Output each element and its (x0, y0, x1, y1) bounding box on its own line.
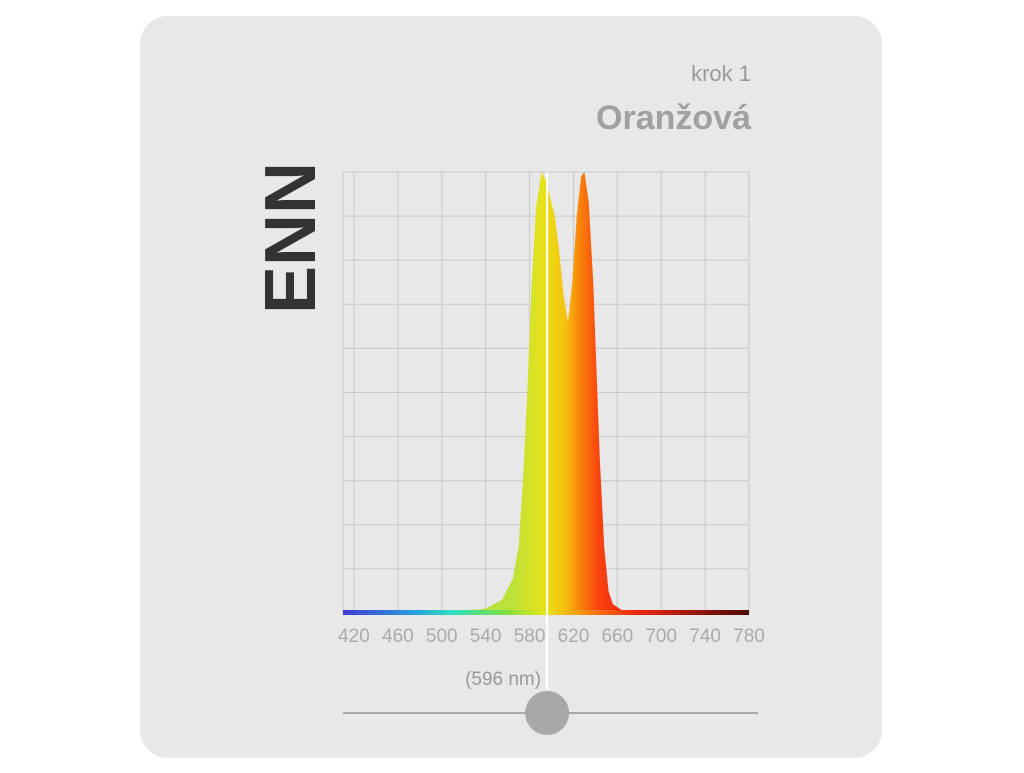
x-tick-label: 420 (338, 626, 370, 647)
x-tick-label: 460 (382, 626, 414, 647)
x-tick-label: 660 (601, 626, 633, 647)
x-tick-label: 780 (733, 626, 765, 647)
x-tick-label: 500 (426, 626, 458, 647)
wavelength-label: (596 nm) (465, 669, 541, 690)
x-tick-label: 580 (514, 626, 546, 647)
brand-logo: ENN (251, 162, 331, 314)
x-tick-label: 740 (689, 626, 721, 647)
x-tick-label: 540 (470, 626, 502, 647)
x-tick-label: 620 (558, 626, 590, 647)
x-tick-label: 700 (645, 626, 677, 647)
color-name: Oranžová (596, 99, 751, 137)
spectrum-area (343, 172, 749, 613)
step-label: krok 1 (691, 61, 751, 86)
spectrum-strip (343, 610, 749, 615)
card (140, 16, 882, 758)
slider-knob[interactable] (525, 691, 570, 735)
